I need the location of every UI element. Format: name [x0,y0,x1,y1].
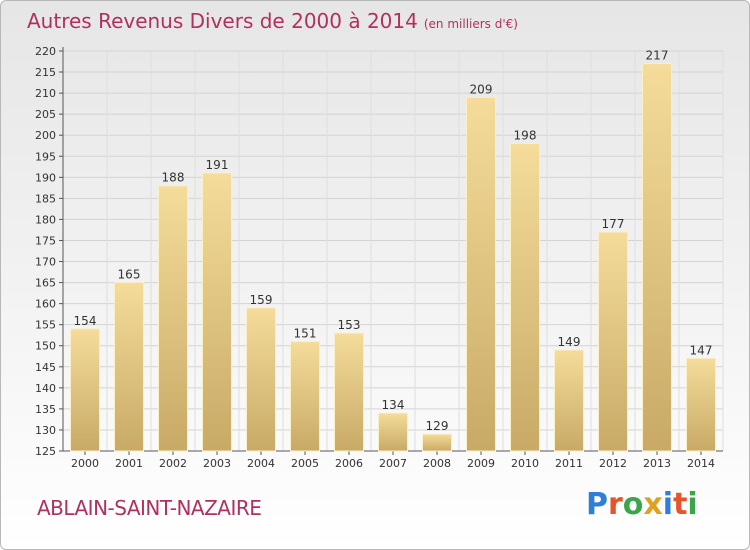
x-tick-label-2001: 2001 [115,457,143,470]
y-tick-label: 145 [35,361,56,374]
proxiti-logo: Proxiti [586,487,698,522]
labels: 125 130 135 140 145 150 155 160 165 170 175 180 185 1… [35,45,715,470]
logo-letter: r [608,487,623,522]
bar-2014 [686,357,716,452]
logo-letter: o [622,487,644,522]
value-label-2004: 159 [250,293,273,307]
bars [70,63,716,452]
bar-2009 [466,96,496,452]
bar-2011 [554,349,584,452]
y-tick-label: 205 [35,108,56,121]
logo-letter: i [687,487,698,522]
value-label-2000: 154 [74,314,97,328]
bar-2010 [510,143,540,452]
x-tick-label-2002: 2002 [159,457,187,470]
y-tick-label: 140 [35,382,56,395]
value-label-2013: 217 [646,49,669,63]
x-tick-label-2006: 2006 [335,457,363,470]
value-label-2001: 165 [118,268,141,282]
y-tick-label: 150 [35,340,56,353]
x-tick-label-2007: 2007 [379,457,407,470]
value-label-2007: 134 [382,398,405,412]
bar-2005 [290,341,320,452]
x-tick-label-2008: 2008 [423,457,451,470]
chart-subtitle: (en milliers d'€) [423,17,518,31]
x-tick-label-2013: 2013 [643,457,671,470]
x-tick-label-2009: 2009 [467,457,495,470]
logo-letter: x [643,487,663,522]
y-tick-label: 170 [35,256,56,269]
y-tick-label: 130 [35,424,56,437]
logo-letter: P [586,487,608,522]
value-label-2003: 191 [206,158,229,172]
y-tick-label: 210 [35,87,56,100]
bar-2001 [114,282,144,452]
value-label-2014: 147 [690,343,713,357]
location-name: ABLAIN-SAINT-NAZAIRE [37,496,262,520]
chart-title: Autres Revenus Divers de 2000 à 2014 (en … [27,9,518,33]
y-tick-label: 190 [35,171,56,184]
y-tick-label: 185 [35,192,56,205]
value-label-2012: 177 [602,217,625,231]
bar-2013 [642,63,672,452]
y-tick-label: 125 [35,445,56,458]
value-label-2006: 153 [338,318,361,332]
bar-2006 [334,332,364,452]
bar-2008 [422,433,452,452]
bar-2007 [378,412,408,452]
bar-2012 [598,231,628,452]
value-label-2005: 151 [294,327,317,341]
y-tick-label: 160 [35,298,56,311]
x-tick-label-2014: 2014 [687,457,715,470]
y-tick-label: 135 [35,403,56,416]
y-tick-label: 165 [35,277,56,290]
x-tick-label-2012: 2012 [599,457,627,470]
bar-2002 [158,185,188,452]
y-tick-label: 200 [35,129,56,142]
value-label-2009: 209 [470,82,493,96]
bar-2000 [70,328,100,452]
x-tick-label-2000: 2000 [71,457,99,470]
x-tick-label-2003: 2003 [203,457,231,470]
y-tick-label: 180 [35,213,56,226]
x-tick-label-2004: 2004 [247,457,275,470]
logo-letter: t [673,487,688,522]
value-label-2008: 129 [426,419,449,433]
bar-2003 [202,172,232,452]
y-tick-label: 155 [35,319,56,332]
y-tick-label: 175 [35,234,56,247]
x-tick-label-2005: 2005 [291,457,319,470]
bar-2004 [246,307,276,452]
x-tick-label-2010: 2010 [511,457,539,470]
value-label-2011: 149 [558,335,581,349]
y-tick-label: 195 [35,150,56,163]
y-tick-label: 220 [35,45,56,58]
value-label-2010: 198 [514,129,537,143]
value-label-2002: 188 [162,171,185,185]
chart-title-text: Autres Revenus Divers de 2000 à 2014 [27,9,418,33]
y-tick-label: 215 [35,66,56,79]
x-tick-label-2011: 2011 [555,457,583,470]
logo-letter: i [662,487,674,522]
